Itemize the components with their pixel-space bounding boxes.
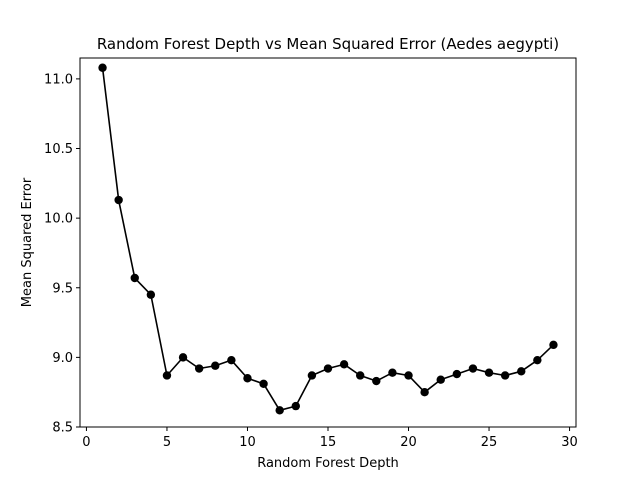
y-axis-label: Mean Squared Error xyxy=(20,177,35,307)
x-tick-label: 10 xyxy=(239,435,256,450)
y-axis: 8.5 9.0 9.5 10.0 10.5 11.0 xyxy=(44,72,80,436)
data-point xyxy=(307,371,317,380)
x-tick-label: 5 xyxy=(163,435,171,450)
y-tick-label: 9.5 xyxy=(52,281,73,296)
data-point xyxy=(275,406,284,415)
x-axis: 0 5 10 15 20 25 30 xyxy=(82,427,578,450)
x-tick-label: 15 xyxy=(320,435,337,450)
data-point xyxy=(178,353,188,362)
data-point xyxy=(243,374,252,383)
x-axis-label: Random Forest Depth xyxy=(257,456,399,471)
y-tick-label: 8.5 xyxy=(52,421,73,436)
chart-title: Random Forest Depth vs Mean Squared Erro… xyxy=(97,35,559,53)
data-point xyxy=(162,371,172,380)
data-point xyxy=(420,387,429,397)
data-point xyxy=(452,369,462,379)
plot-area xyxy=(98,63,558,415)
x-tick-label: 30 xyxy=(561,435,578,450)
x-tick-label: 25 xyxy=(481,435,498,450)
data-point xyxy=(468,364,478,373)
data-point xyxy=(339,360,349,369)
y-tick-label: 10.5 xyxy=(44,142,73,157)
data-point xyxy=(323,364,333,373)
data-point xyxy=(211,361,220,370)
y-tick-label: 11.0 xyxy=(44,72,73,87)
x-tick-label: 0 xyxy=(82,435,90,450)
data-point xyxy=(356,371,365,380)
data-point xyxy=(549,340,558,350)
data-point xyxy=(500,371,510,380)
data-point xyxy=(227,355,236,365)
y-tick-label: 9.0 xyxy=(52,351,73,366)
data-point xyxy=(146,290,156,299)
data-point xyxy=(533,355,542,365)
data-point xyxy=(98,63,107,72)
data-point xyxy=(194,364,204,373)
x-tick-label: 20 xyxy=(400,435,417,450)
data-point xyxy=(291,401,300,411)
data-point xyxy=(130,273,139,283)
data-point xyxy=(517,367,526,376)
data-point xyxy=(404,371,413,380)
data-point xyxy=(484,368,494,377)
data-point xyxy=(114,195,123,205)
data-point xyxy=(372,376,381,386)
data-point xyxy=(388,368,397,377)
data-point xyxy=(436,375,445,384)
y-tick-label: 10.0 xyxy=(44,212,73,227)
data-point xyxy=(259,379,268,389)
